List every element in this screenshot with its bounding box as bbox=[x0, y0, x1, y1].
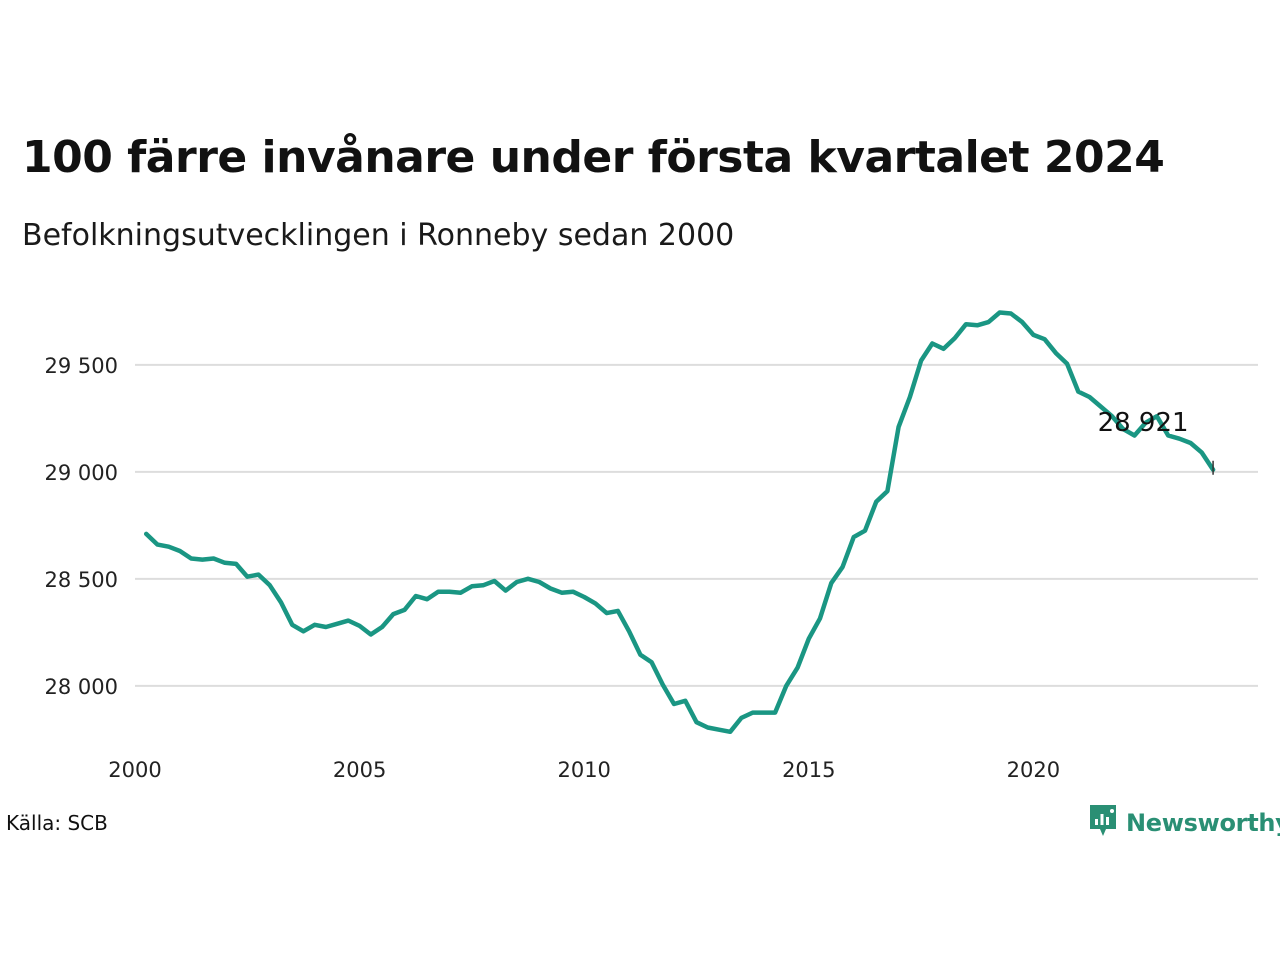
annotation-label: 28 921 bbox=[1098, 408, 1189, 438]
y-tick-label: 29 000 bbox=[45, 461, 118, 485]
y-tick-label: 28 000 bbox=[45, 675, 118, 699]
series-line bbox=[143, 310, 1216, 735]
x-tick-label: 2015 bbox=[782, 758, 835, 782]
x-tick-label: 2005 bbox=[333, 758, 386, 782]
source-note: Källa: SCB bbox=[6, 811, 108, 835]
chart-title: 100 färre invånare under första kvartale… bbox=[22, 132, 1165, 183]
gridlines bbox=[135, 363, 1258, 687]
chart-subtitle: Befolkningsutvecklingen i Ronneby sedan … bbox=[22, 218, 735, 253]
y-axis-ticks: 28 000 28 500 29 000 29 500 bbox=[45, 354, 118, 699]
brand-name: Newsworthy bbox=[1126, 809, 1280, 837]
x-axis-ticks: 2000 2005 2010 2015 2020 bbox=[108, 758, 1060, 782]
series-layer bbox=[143, 310, 1216, 735]
annotation-layer: 28 921 bbox=[1098, 408, 1214, 475]
x-tick-label: 2010 bbox=[557, 758, 610, 782]
brand-logo[interactable]: Newsworthy bbox=[1088, 803, 1280, 843]
x-tick-label: 2020 bbox=[1007, 758, 1060, 782]
y-tick-label: 28 500 bbox=[45, 568, 118, 592]
x-tick-label: 2000 bbox=[108, 758, 161, 782]
newsworthy-logo-icon bbox=[1088, 803, 1118, 843]
y-tick-label: 29 500 bbox=[45, 354, 118, 378]
